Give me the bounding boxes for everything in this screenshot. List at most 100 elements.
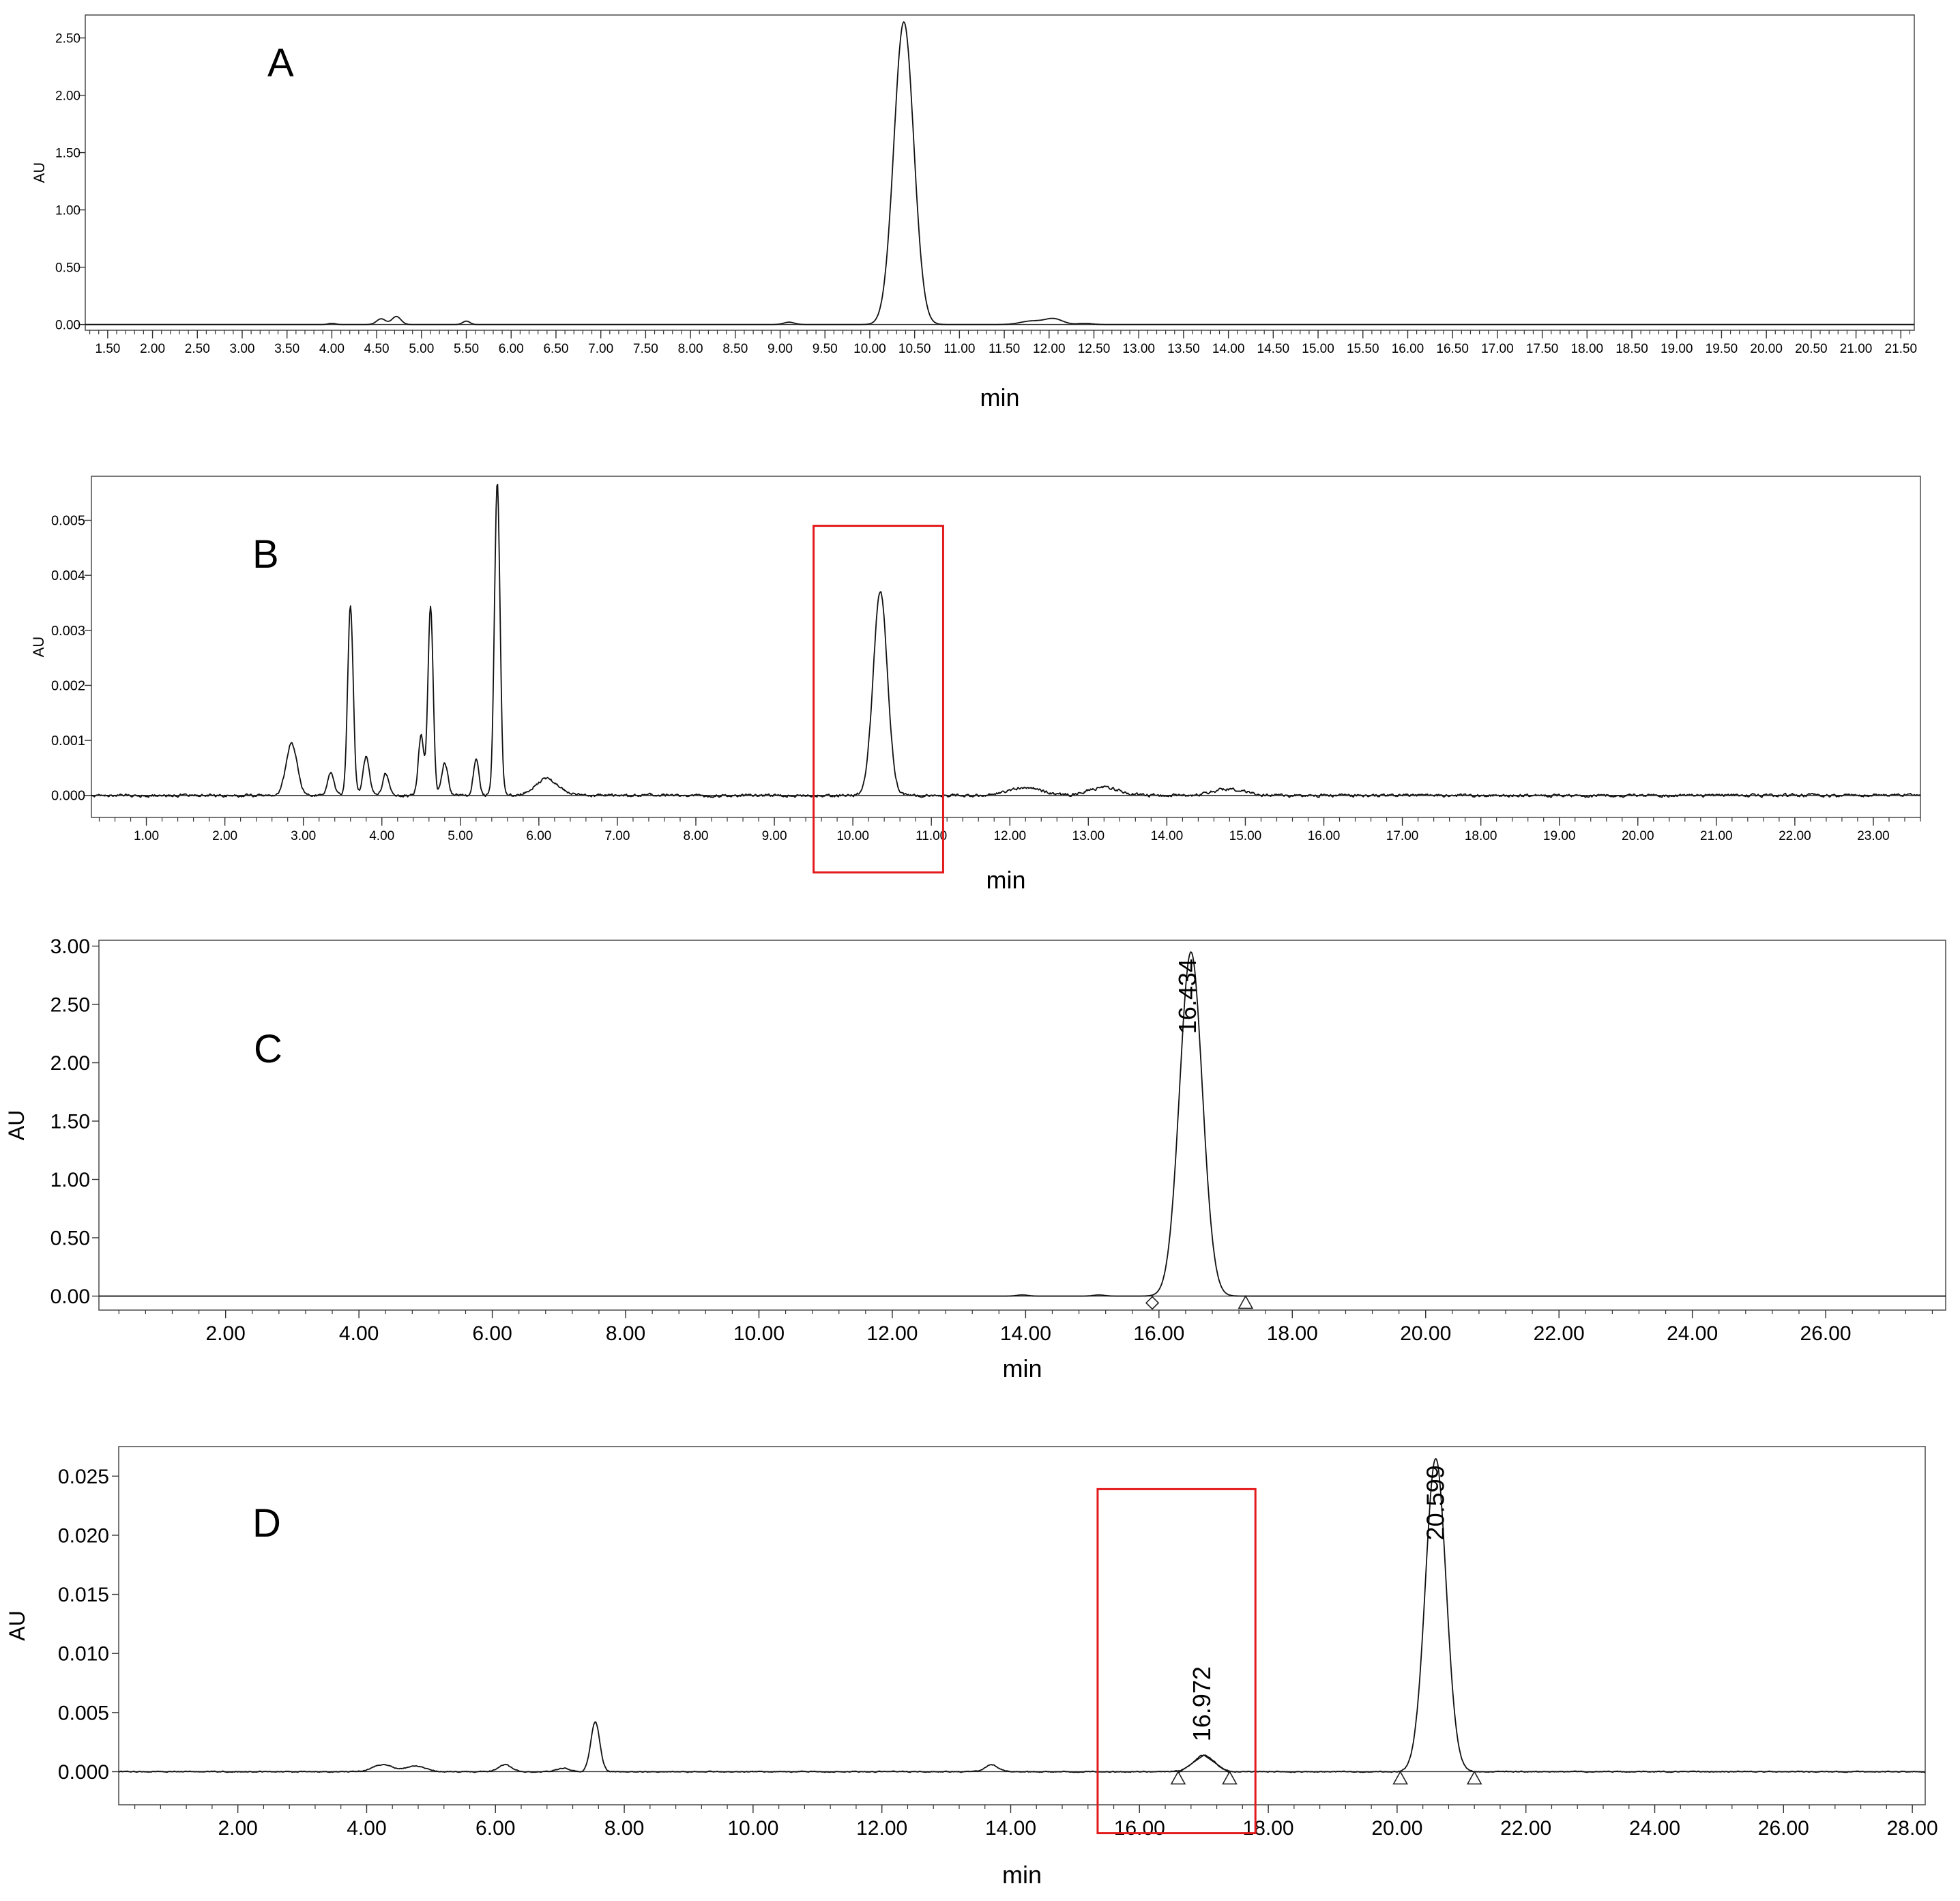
- x-axis-label: min: [1002, 1861, 1042, 1889]
- x-tick-label: 20.00: [1400, 1322, 1451, 1345]
- x-tick-label: 16.00: [1392, 342, 1424, 356]
- x-tick-label: 22.00: [1534, 1322, 1585, 1345]
- x-tick-label: 20.00: [1622, 829, 1654, 843]
- x-tick-label: 11.50: [989, 342, 1020, 356]
- panel-label: B: [252, 532, 279, 577]
- y-tick-label: 1.00: [55, 203, 81, 218]
- highlight-box: [813, 525, 944, 874]
- x-tick-label: 21.00: [1840, 342, 1873, 356]
- panel-label: D: [252, 1501, 281, 1546]
- x-tick-label: 14.00: [1000, 1322, 1051, 1345]
- x-tick-label: 3.00: [291, 829, 316, 843]
- y-axis-label: AU: [30, 637, 47, 658]
- x-tick-label: 7.50: [633, 342, 658, 356]
- y-tick-label: 2.00: [50, 1052, 90, 1075]
- x-tick-label: 6.00: [476, 1817, 515, 1840]
- x-tick-label: 8.00: [684, 829, 709, 843]
- x-tick-label: 14.00: [1151, 829, 1184, 843]
- x-tick-label: 10.00: [733, 1322, 785, 1345]
- x-tick-label: 19.00: [1543, 829, 1576, 843]
- panel-d: 2.00 4.00 6.00 8.00 10.00 12.00 14.00 16.00 18.0…: [5, 1446, 1938, 1889]
- x-tick-label: 24.00: [1667, 1322, 1718, 1345]
- x-tick-label: 16.00: [1114, 1817, 1165, 1840]
- x-tick-label: 8.00: [604, 1817, 644, 1840]
- x-tick-label: 22.00: [1500, 1817, 1551, 1840]
- x-tick-label: 3.50: [274, 342, 299, 356]
- x-tick-label: 2.00: [218, 1817, 257, 1840]
- panel-b: 1.00 2.00 3.00 4.00 5.00 6.00 7.00 8.00 9.00 10.0…: [30, 476, 1921, 894]
- x-tick-label: 19.50: [1706, 342, 1738, 356]
- x-tick-label: 5.00: [448, 829, 473, 843]
- y-tick-label: 0.50: [55, 261, 81, 275]
- y-tick-label: 3.00: [50, 935, 90, 958]
- x-tick-label: 12.00: [856, 1817, 907, 1840]
- diamond-marker: [1145, 1296, 1160, 1310]
- x-tick-label: 4.50: [364, 342, 390, 356]
- x-tick-label: 26.00: [1758, 1817, 1809, 1840]
- chromatogram-trace: [99, 951, 1946, 1297]
- panel-a: 1.50 2.00 2.50 3.00 3.50 4.00 4.50 5.00 5.50 6.00…: [31, 14, 1917, 411]
- x-tick-label: 18.50: [1615, 342, 1648, 356]
- x-tick-label: 6.00: [499, 342, 524, 356]
- x-tick-label: 23.00: [1857, 829, 1890, 843]
- plot-frame: [118, 1446, 1926, 1805]
- x-tick-label: 24.00: [1629, 1817, 1680, 1840]
- x-tick-label: 6.00: [472, 1322, 512, 1345]
- x-tick-label: 10.00: [836, 829, 869, 843]
- chromatogram-trace: [91, 483, 1921, 798]
- x-tick-label: 20.00: [1750, 342, 1783, 356]
- x-tick-label: 28.00: [1887, 1817, 1938, 1840]
- x-tick-label: 18.00: [1465, 829, 1497, 843]
- x-tick-label: 5.50: [454, 342, 479, 356]
- y-tick-label: 1.50: [55, 146, 81, 160]
- x-tick-label: 22.00: [1779, 829, 1811, 843]
- triangle-marker: [1392, 1770, 1408, 1785]
- panel-label: C: [254, 1027, 282, 1071]
- x-tick-label: 16.50: [1436, 342, 1469, 356]
- y-tick-label: 0.015: [58, 1584, 109, 1606]
- x-tick-label: 9.00: [767, 342, 793, 356]
- x-tick-label: 2.00: [205, 1322, 245, 1345]
- y-tick-label: 0.002: [51, 678, 85, 693]
- x-tick-label: 4.00: [339, 1322, 379, 1345]
- x-tick-label: 14.50: [1257, 342, 1290, 356]
- x-tick-label: 13.00: [1072, 829, 1105, 843]
- x-tick-label: 13.00: [1122, 342, 1155, 356]
- y-tick-label: 2.50: [55, 31, 81, 46]
- chromatogram-trace: [85, 21, 1914, 325]
- x-tick-label: 18.00: [1243, 1817, 1294, 1840]
- x-tick-label: 2.00: [212, 829, 237, 843]
- y-tick-label: 1.00: [50, 1169, 90, 1191]
- highlight-box: [1096, 1488, 1257, 1835]
- x-tick-label: 10.50: [898, 342, 931, 356]
- x-tick-label: 16.00: [1133, 1322, 1184, 1345]
- x-axis-label: min: [1002, 1354, 1042, 1382]
- panel-c: 2.00 4.00 6.00 8.00 10.00 12.00 14.00 16.00 18.0…: [4, 935, 1946, 1382]
- y-tick-label: 0.50: [50, 1227, 90, 1249]
- triangle-marker: [1238, 1294, 1254, 1309]
- triangle-marker: [1170, 1770, 1186, 1785]
- peak-label: 20.599: [1421, 1465, 1449, 1540]
- x-tick-label: 16.00: [1308, 829, 1341, 843]
- y-tick-label: 0.005: [51, 514, 85, 529]
- x-tick-label: 14.00: [985, 1817, 1036, 1840]
- x-tick-label: 17.50: [1526, 342, 1559, 356]
- x-tick-label: 15.00: [1229, 829, 1262, 843]
- x-tick-label: 2.50: [185, 342, 210, 356]
- chromatogram-trace: [118, 1458, 1926, 1773]
- integration-line: [1178, 1754, 1230, 1774]
- y-tick-label: 0.010: [58, 1643, 109, 1666]
- y-tick-label: 0.020: [58, 1524, 109, 1547]
- x-tick-label: 18.00: [1267, 1322, 1318, 1345]
- x-tick-label: 3.00: [229, 342, 254, 356]
- x-tick-label: 4.00: [369, 829, 394, 843]
- x-tick-label: 12.00: [866, 1322, 918, 1345]
- x-tick-label: 17.00: [1386, 829, 1419, 843]
- plot-frame: [85, 14, 1915, 331]
- x-tick-label: 4.00: [319, 342, 345, 356]
- x-tick-label: 20.50: [1795, 342, 1828, 356]
- x-tick-label: 2.00: [140, 342, 165, 356]
- x-tick-label: 26.00: [1800, 1322, 1852, 1345]
- y-tick-label: 0.00: [50, 1286, 90, 1308]
